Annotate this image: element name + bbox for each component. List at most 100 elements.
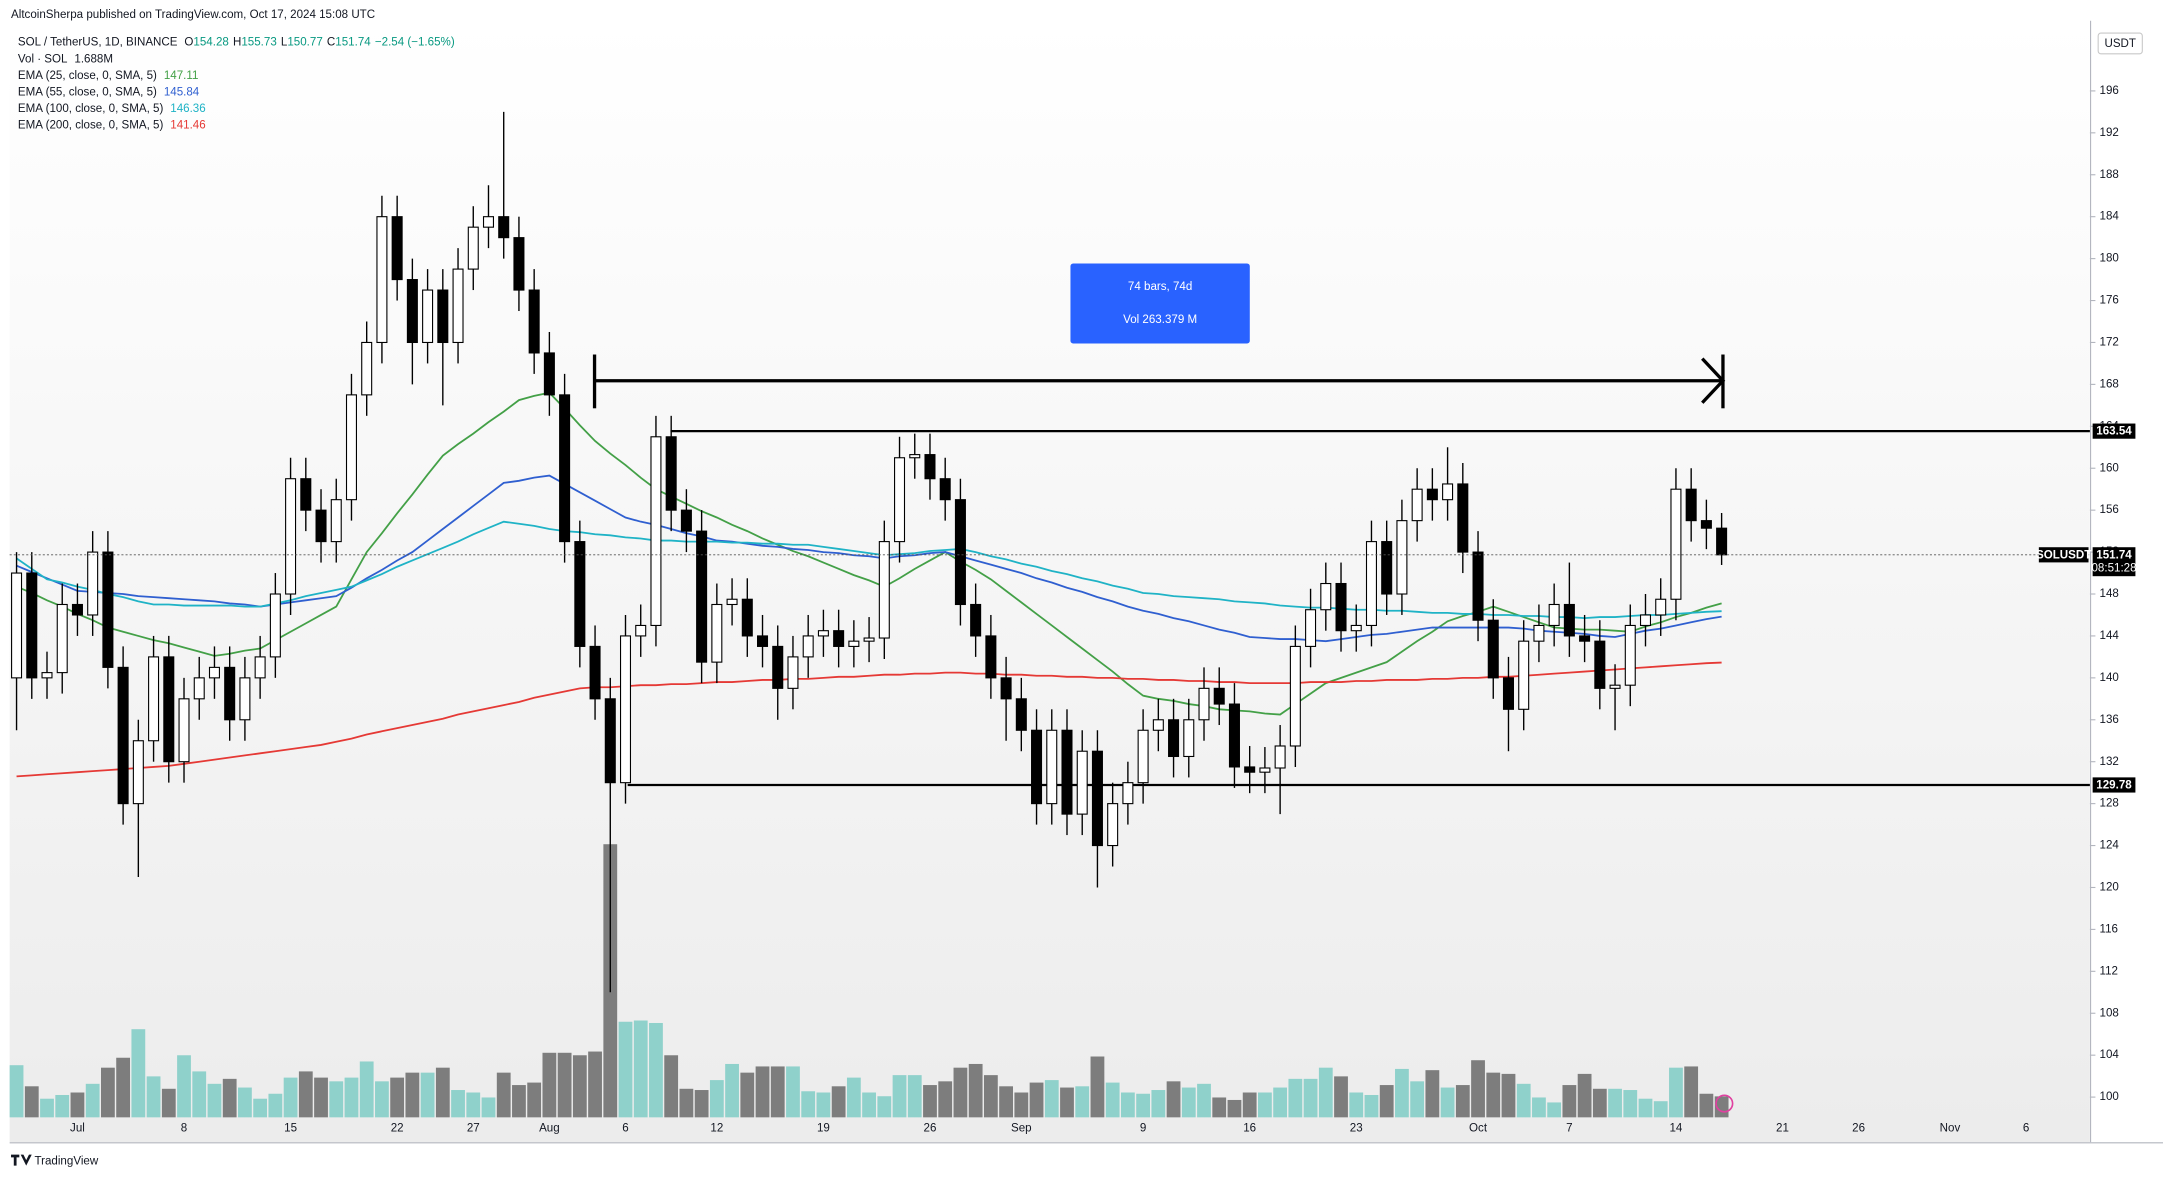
candle-body bbox=[56, 603, 68, 674]
volume-bar bbox=[801, 1091, 816, 1118]
volume-bar bbox=[329, 1081, 344, 1118]
ohlc-value: 150.77 bbox=[287, 37, 322, 49]
ema-line bbox=[16, 661, 1722, 778]
volume-bar bbox=[466, 1092, 481, 1118]
y-tick-label: 172 bbox=[2100, 337, 2119, 349]
y-tick-label: 132 bbox=[2100, 756, 2119, 768]
symbol-title: SOL / TetherUS, 1D, BINANCE bbox=[18, 37, 178, 49]
candle-body bbox=[1685, 488, 1697, 522]
volume-bar bbox=[1318, 1067, 1333, 1118]
candle-body bbox=[1609, 684, 1621, 689]
candle-body bbox=[848, 640, 860, 647]
x-tick-label: 19 bbox=[817, 1122, 830, 1134]
volume-bar bbox=[953, 1067, 968, 1118]
candle-body bbox=[285, 478, 297, 595]
currency: USDT bbox=[2104, 38, 2136, 50]
candle-body bbox=[650, 436, 662, 627]
ema-value: 147.11 bbox=[164, 70, 199, 82]
currency-box[interactable] bbox=[2097, 32, 2143, 55]
candle-body bbox=[878, 541, 890, 639]
candle-body bbox=[909, 454, 921, 459]
candle-body bbox=[528, 289, 540, 354]
candle-body bbox=[817, 630, 829, 637]
candle-body bbox=[1183, 719, 1195, 758]
candle-body bbox=[71, 603, 83, 616]
candle-body bbox=[376, 216, 388, 344]
candle-body bbox=[726, 598, 738, 606]
x-tick-label: 27 bbox=[467, 1122, 480, 1134]
x-tick-label: 16 bbox=[1243, 1122, 1256, 1134]
volume-bar bbox=[907, 1075, 922, 1118]
volume-bar bbox=[1395, 1068, 1409, 1118]
volume-bar bbox=[1075, 1086, 1090, 1118]
x-tick-label: 6 bbox=[2023, 1122, 2029, 1134]
volume-bar bbox=[1120, 1092, 1135, 1118]
ema-value: 141.46 bbox=[170, 120, 205, 132]
volume-name: Vol · SOL bbox=[18, 53, 68, 65]
candle-body bbox=[1670, 488, 1682, 600]
x-tick-label: Nov bbox=[1940, 1122, 1961, 1134]
x-tick-label: 8 bbox=[181, 1122, 187, 1134]
ema-name: EMA (25, close, 0, SMA, 5) bbox=[18, 70, 157, 82]
y-tick-label: 124 bbox=[2100, 840, 2120, 852]
volume-bar bbox=[923, 1085, 937, 1118]
volume-bar bbox=[116, 1057, 131, 1118]
volume-bar bbox=[177, 1055, 191, 1118]
volume-bar bbox=[496, 1072, 511, 1118]
volume-bar bbox=[1547, 1102, 1562, 1118]
candle-body bbox=[208, 666, 220, 679]
candle-body bbox=[1655, 598, 1667, 616]
volume-bar bbox=[664, 1055, 679, 1118]
candle-body bbox=[87, 551, 99, 616]
candle-body bbox=[787, 656, 799, 689]
candle-body bbox=[1472, 551, 1484, 621]
candle-body bbox=[102, 551, 114, 668]
candle-body bbox=[1487, 619, 1499, 679]
volume-bar bbox=[527, 1082, 542, 1118]
candle-body bbox=[1624, 624, 1636, 686]
y-tick-label: 120 bbox=[2100, 882, 2119, 894]
candle-body bbox=[1442, 483, 1454, 501]
candle-body bbox=[163, 656, 175, 763]
volume-bar bbox=[831, 1086, 846, 1118]
volume-bar bbox=[1471, 1060, 1485, 1118]
candle-body bbox=[1122, 782, 1134, 805]
candle-body bbox=[254, 656, 266, 679]
volume-bar bbox=[1060, 1087, 1074, 1118]
candle-body bbox=[1137, 729, 1149, 784]
volume-bar bbox=[1532, 1097, 1546, 1118]
candle-body bbox=[422, 289, 434, 344]
legend-ema: EMA (100, close, 0, SMA, 5) 146.36 bbox=[18, 103, 206, 115]
measure-head bbox=[1701, 357, 1726, 404]
volume-bar bbox=[512, 1085, 526, 1118]
volume-bar bbox=[207, 1083, 222, 1118]
volume-bar bbox=[694, 1090, 709, 1118]
ema-line bbox=[16, 520, 1722, 620]
candle-body bbox=[1700, 520, 1712, 529]
volume-bar bbox=[1227, 1099, 1242, 1118]
candle-body bbox=[406, 279, 418, 344]
ohlc-value: 155.73 bbox=[241, 37, 276, 49]
volume-bar bbox=[557, 1052, 572, 1118]
y-tick-label: 180 bbox=[2100, 253, 2119, 265]
x-tick-label: Aug bbox=[539, 1122, 560, 1134]
volume-bar bbox=[344, 1077, 359, 1118]
volume-bar bbox=[983, 1075, 998, 1118]
x-tick-label: 23 bbox=[1350, 1122, 1363, 1134]
y-tick-label: 188 bbox=[2100, 169, 2119, 181]
ema-value: 146.36 bbox=[170, 103, 205, 115]
volume-bar bbox=[1425, 1070, 1440, 1118]
candle-body bbox=[315, 509, 327, 543]
volume-bar bbox=[1349, 1092, 1364, 1118]
candle-body bbox=[757, 635, 769, 647]
candle-body bbox=[1061, 729, 1073, 815]
y-tick-label: 148 bbox=[2100, 588, 2119, 600]
candle-body bbox=[1639, 614, 1652, 627]
last-price-box bbox=[2092, 547, 2136, 577]
candle-body bbox=[269, 593, 281, 658]
volume-bar bbox=[709, 1080, 724, 1118]
symbol-label: SOLUSDT bbox=[2036, 549, 2091, 561]
candle-body bbox=[482, 216, 495, 228]
volume-bar bbox=[420, 1072, 435, 1118]
